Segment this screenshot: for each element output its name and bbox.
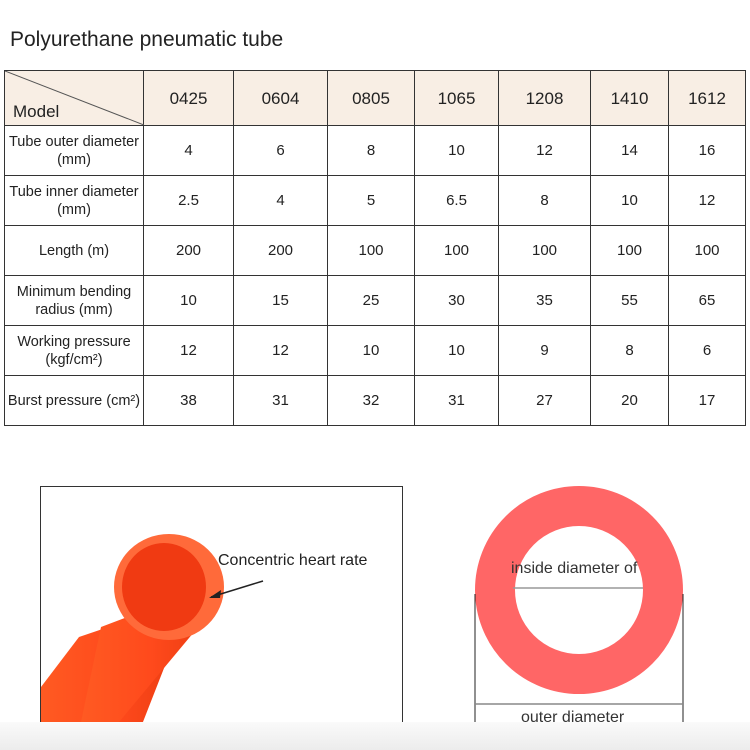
table-cell: 12 (233, 325, 328, 376)
table-cell: 2.5 (143, 175, 234, 226)
row-label-line: (kgf/cm²) (45, 351, 103, 368)
table-cell: 8 (590, 325, 669, 376)
tube-photo (40, 486, 403, 723)
row-label-line: Burst pressure (cm²) (7, 392, 141, 409)
row-label: Length (m) (4, 225, 144, 276)
spec-table: Model 0425 0604 0805 1065 1208 1410 1612 Tube … (4, 70, 746, 426)
table-cell: 10 (327, 325, 415, 376)
table-cell: 17 (668, 375, 746, 426)
table-cell: 8 (498, 175, 591, 226)
model-header: 1208 (498, 70, 591, 126)
table-cell: 31 (233, 375, 328, 426)
table-row: Burst pressure (cm²) 38 31 32 31 27 20 17 (4, 375, 746, 426)
outer-diameter-label: outer diameter (521, 709, 625, 726)
model-header: 0805 (327, 70, 415, 126)
table-cell: 31 (414, 375, 499, 426)
row-label: Working pressure (kgf/cm²) (4, 325, 144, 376)
table-row: Working pressure (kgf/cm²) 12 12 10 10 9 8 6 (4, 325, 746, 376)
inside-diameter-label: inside diameter of (511, 560, 638, 577)
table-cell: 16 (668, 125, 746, 176)
table-cell: 200 (143, 225, 234, 276)
bottom-fade (0, 722, 750, 750)
row-label: Burst pressure (cm²) (4, 375, 144, 426)
page-title: Polyurethane pneumatic tube (10, 28, 284, 51)
table-cell: 8 (327, 125, 415, 176)
row-label-line: (mm) (57, 151, 91, 168)
diagonal-divider (5, 71, 144, 125)
corner-cell: Model (4, 70, 144, 126)
tube-cross-section (475, 486, 683, 694)
row-label-line: Minimum bending (16, 283, 132, 300)
table-cell: 35 (498, 275, 591, 326)
row-label: Tube outer diameter (mm) (4, 125, 144, 176)
table-cell: 30 (414, 275, 499, 326)
table-cell: 38 (143, 375, 234, 426)
corner-label: Model (13, 102, 60, 121)
table-cell: 55 (590, 275, 669, 326)
row-label-line: Tube inner diameter (9, 183, 139, 200)
table-cell: 100 (668, 225, 746, 276)
table-cell: 100 (590, 225, 669, 276)
table-cell: 6.5 (414, 175, 499, 226)
table-cell: 65 (668, 275, 746, 326)
table-cell: 27 (498, 375, 591, 426)
table-cell: 14 (590, 125, 669, 176)
row-label-line: Working pressure (17, 333, 131, 350)
table-cell: 100 (327, 225, 415, 276)
table-cell: 5 (327, 175, 415, 226)
table-row: Length (m) 200 200 100 100 100 100 100 (4, 225, 746, 276)
tube-illustration (41, 534, 264, 722)
row-label: Tube inner diameter (mm) (4, 175, 144, 226)
model-header: 0425 (143, 70, 234, 126)
table-cell: 32 (327, 375, 415, 426)
table-cell: 10 (414, 125, 499, 176)
row-label-line: Tube outer diameter (8, 133, 140, 150)
concentric-annotation: Concentric heart rate (218, 552, 368, 569)
table-cell: 200 (233, 225, 328, 276)
row-label-line: (mm) (57, 201, 91, 218)
row-label-line: radius (mm) (35, 301, 113, 318)
table-cell: 10 (143, 275, 234, 326)
model-header: 1612 (668, 70, 746, 126)
row-label-line: Length (m) (38, 242, 110, 259)
table-cell: 4 (143, 125, 234, 176)
table-row: Tube inner diameter (mm) 2.5 4 5 6.5 8 10 12 (4, 175, 746, 226)
model-header: 1065 (414, 70, 499, 126)
